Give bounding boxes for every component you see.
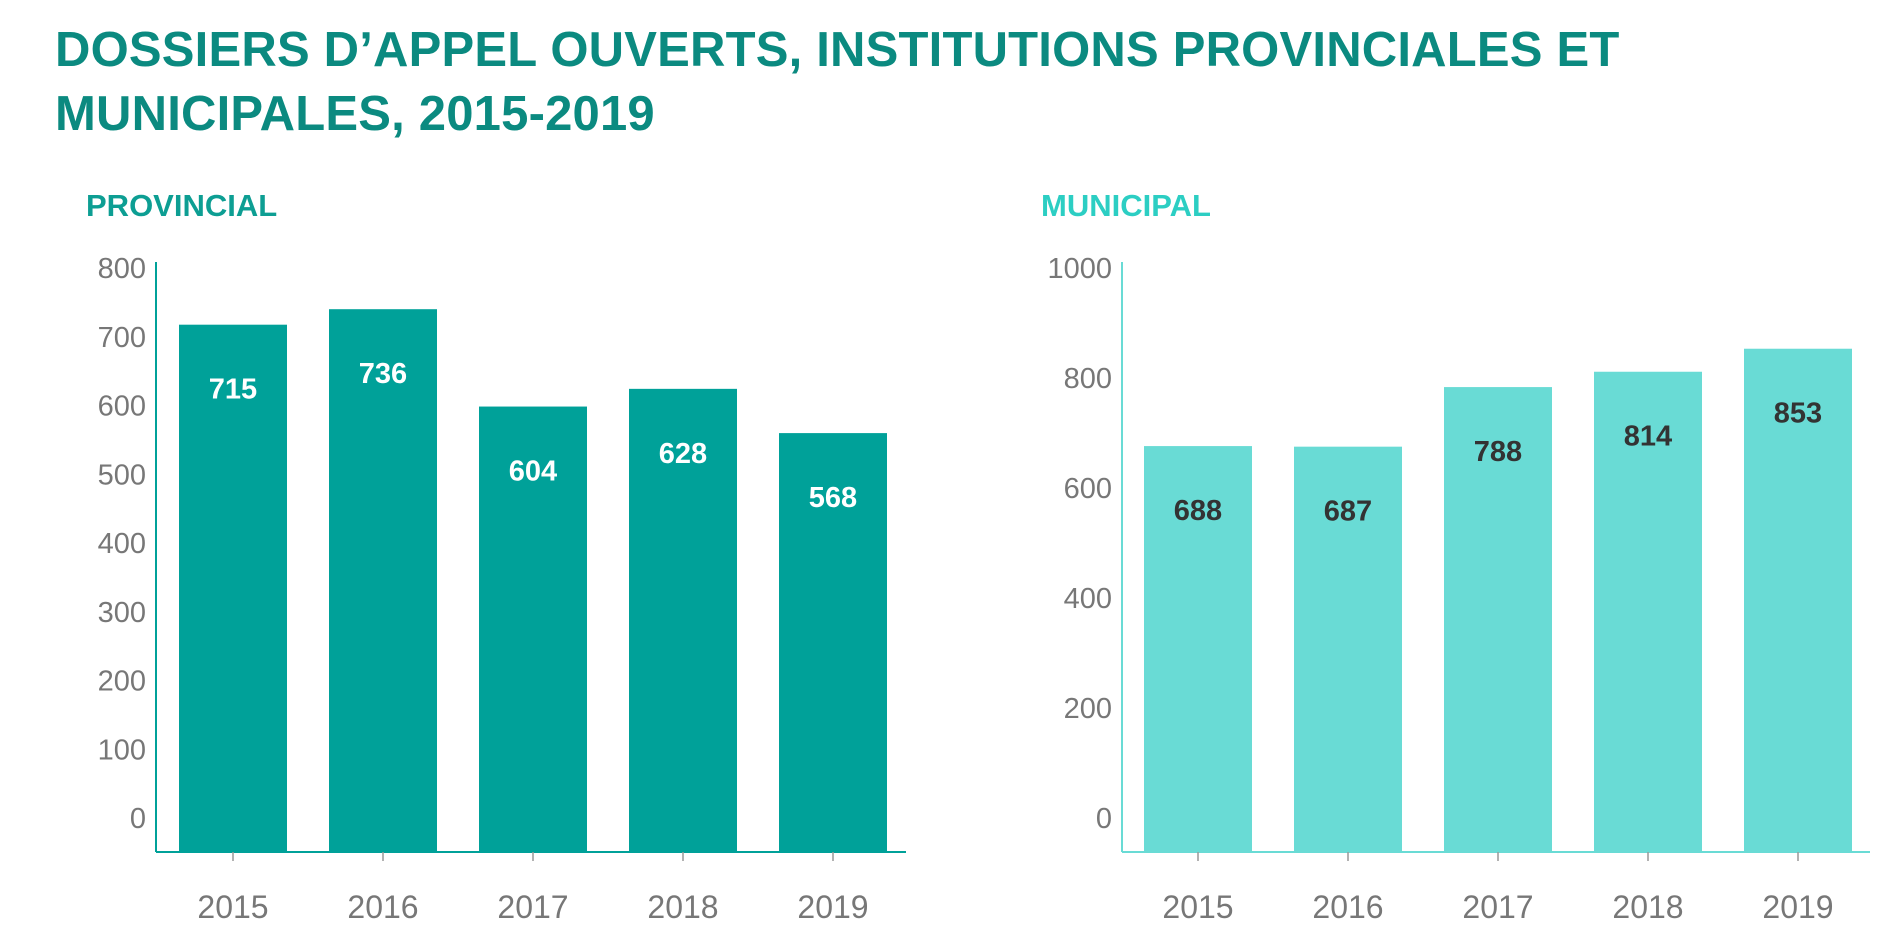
- provincial-y-tick-label: 200: [98, 666, 146, 698]
- provincial-y-tick-label: 300: [98, 597, 146, 629]
- municipal-x-tick-label: 2019: [1762, 889, 1833, 925]
- municipal-chart: 0 200 400 600 800 1000 688 2015 687 2016 788 2017 81…: [1047, 253, 1870, 925]
- provincial-bar-value-label: 568: [809, 482, 857, 514]
- municipal-bar-value-label: 788: [1474, 436, 1522, 468]
- municipal-y-tick-label: 400: [1064, 583, 1112, 615]
- provincial-x-tick-label: 2016: [347, 889, 418, 925]
- provincial-x-tick-label: 2015: [197, 889, 268, 925]
- page-title-line-2: MUNICIPALES, 2015-2019: [55, 87, 655, 141]
- provincial-y-tick-label: 800: [98, 253, 146, 285]
- municipal-bar-2017: [1444, 387, 1552, 852]
- provincial-y-tick-label: 500: [98, 459, 146, 491]
- provincial-bar-value-label: 736: [359, 358, 407, 390]
- provincial-y-tick-label: 600: [98, 391, 146, 423]
- page-title: DOSSIERS D’APPEL OUVERTS, INSTITUTIONS P…: [55, 18, 1815, 146]
- municipal-bar-value-label: 853: [1774, 398, 1822, 430]
- provincial-x-tick-label: 2019: [797, 889, 868, 925]
- provincial-bar-value-label: 628: [659, 438, 707, 470]
- provincial-bar-2017: [479, 406, 587, 852]
- municipal-y-tick-label: 800: [1064, 363, 1112, 395]
- municipal-x-tick-label: 2015: [1162, 889, 1233, 925]
- municipal-x-tick-label: 2018: [1612, 889, 1683, 925]
- provincial-bar-2016: [329, 309, 437, 852]
- provincial-bar-2019: [779, 433, 887, 852]
- municipal-bar-value-label: 814: [1624, 421, 1672, 453]
- page-title-line-1: DOSSIERS D’APPEL OUVERTS, INSTITUTIONS P…: [55, 23, 1620, 77]
- provincial-x-tick-label: 2017: [497, 889, 568, 925]
- municipal-bar-2016: [1294, 446, 1402, 852]
- provincial-bar-2018: [629, 388, 737, 852]
- provincial-bar-2015: [179, 324, 287, 852]
- municipal-y-tick-label: 600: [1064, 473, 1112, 505]
- municipal-bar-2018: [1594, 371, 1702, 852]
- provincial-y-tick-label: 400: [98, 528, 146, 560]
- municipal-bar-2015: [1144, 446, 1252, 852]
- provincial-y-tick-label: 0: [130, 803, 146, 835]
- municipal-chart-title: MUNICIPAL: [1041, 188, 1211, 223]
- municipal-bar-2019: [1744, 348, 1852, 852]
- provincial-y-tick-label: 700: [98, 322, 146, 354]
- provincial-chart-title: PROVINCIAL: [86, 188, 278, 223]
- municipal-bar-value-label: 688: [1174, 495, 1222, 527]
- municipal-x-tick-label: 2016: [1312, 889, 1383, 925]
- municipal-y-tick-label: 200: [1064, 693, 1112, 725]
- municipal-y-tick-label: 0: [1096, 803, 1112, 835]
- provincial-bar-value-label: 604: [509, 456, 557, 488]
- municipal-x-tick-label: 2017: [1462, 889, 1533, 925]
- provincial-bar-value-label: 715: [209, 374, 257, 406]
- provincial-chart: 0 100 200 300 400 500 600 700 800 715 2015 736 2016 6…: [98, 253, 906, 925]
- municipal-y-tick-label: 1000: [1047, 253, 1112, 285]
- municipal-bar-value-label: 687: [1324, 496, 1372, 528]
- provincial-y-tick-label: 100: [98, 734, 146, 766]
- provincial-x-tick-label: 2018: [647, 889, 718, 925]
